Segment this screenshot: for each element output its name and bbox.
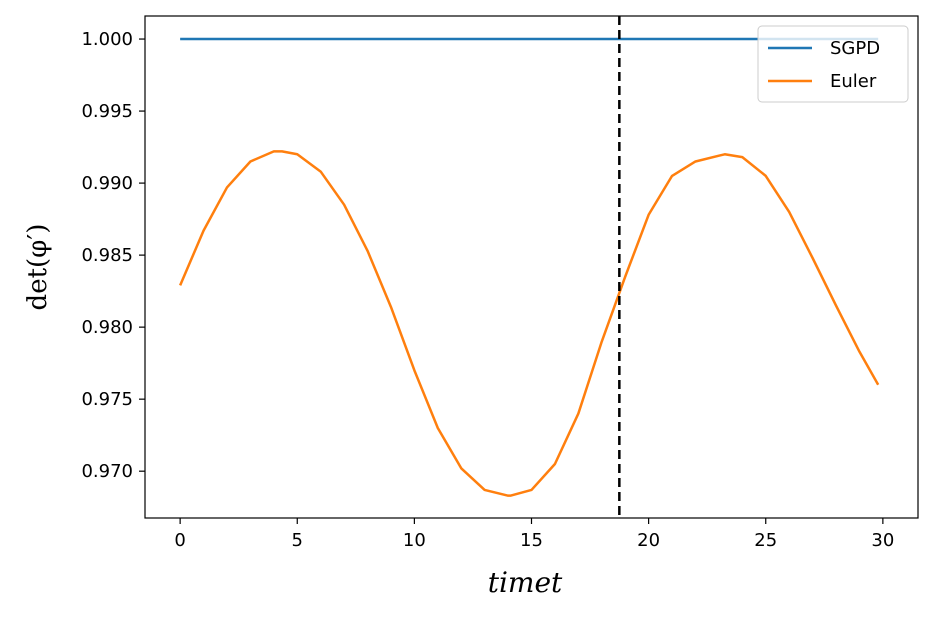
- x-tick-label: 15: [520, 530, 543, 551]
- y-tick-label: 0.975: [81, 389, 133, 410]
- x-tick-label: 0: [174, 530, 185, 551]
- plot-frame: [144, 15, 919, 519]
- x-tick-label: 5: [292, 530, 303, 551]
- series-line-euler: [178, 150, 880, 497]
- legend: SGPD Euler: [757, 25, 909, 103]
- legend-label-sgpd: SGPD: [830, 38, 880, 59]
- x-tick-label: 20: [637, 530, 660, 551]
- y-tick-label: 1.000: [81, 29, 133, 50]
- y-tick-label: 0.980: [81, 317, 133, 338]
- x-tick-label: 25: [754, 530, 777, 551]
- x-tick-label: 30: [871, 530, 894, 551]
- x-axis-title: timet: [488, 566, 563, 599]
- y-axis: 0.970 0.975 0.980 0.985 0.990 0.995 1.000: [81, 29, 145, 482]
- y-tick-label: 0.970: [81, 461, 133, 482]
- legend-label-euler: Euler: [830, 71, 877, 92]
- x-axis: 0 5 10 15 20 25 30: [174, 518, 894, 551]
- legend-box: [757, 25, 909, 103]
- y-tick-label: 0.985: [81, 245, 133, 266]
- y-tick-label: 0.995: [81, 101, 133, 122]
- y-axis-title: det(φ′): [23, 224, 53, 311]
- y-tick-label: 0.990: [81, 173, 133, 194]
- x-tick-label: 10: [403, 530, 426, 551]
